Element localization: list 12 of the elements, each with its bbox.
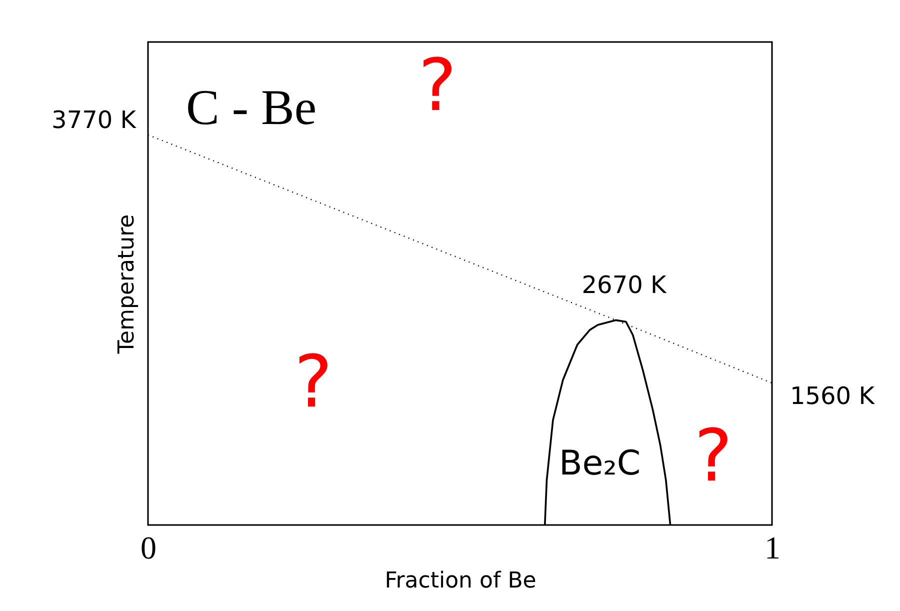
x-axis-title: Fraction of Be bbox=[384, 568, 536, 594]
annotation: ? bbox=[694, 414, 732, 498]
x-tick-label: 1 bbox=[764, 530, 780, 566]
text: 1560 K bbox=[790, 382, 876, 410]
x-tick-label: 0 bbox=[140, 530, 156, 566]
annotation: ? bbox=[294, 340, 332, 424]
annotation: 2670 K bbox=[582, 271, 668, 300]
text: ? bbox=[418, 43, 457, 128]
annotation: Be₂C bbox=[558, 444, 641, 484]
chart-title: C - Be bbox=[186, 79, 317, 135]
y-axis-title: Temperature bbox=[114, 214, 140, 355]
text: 3770 K bbox=[52, 106, 138, 134]
